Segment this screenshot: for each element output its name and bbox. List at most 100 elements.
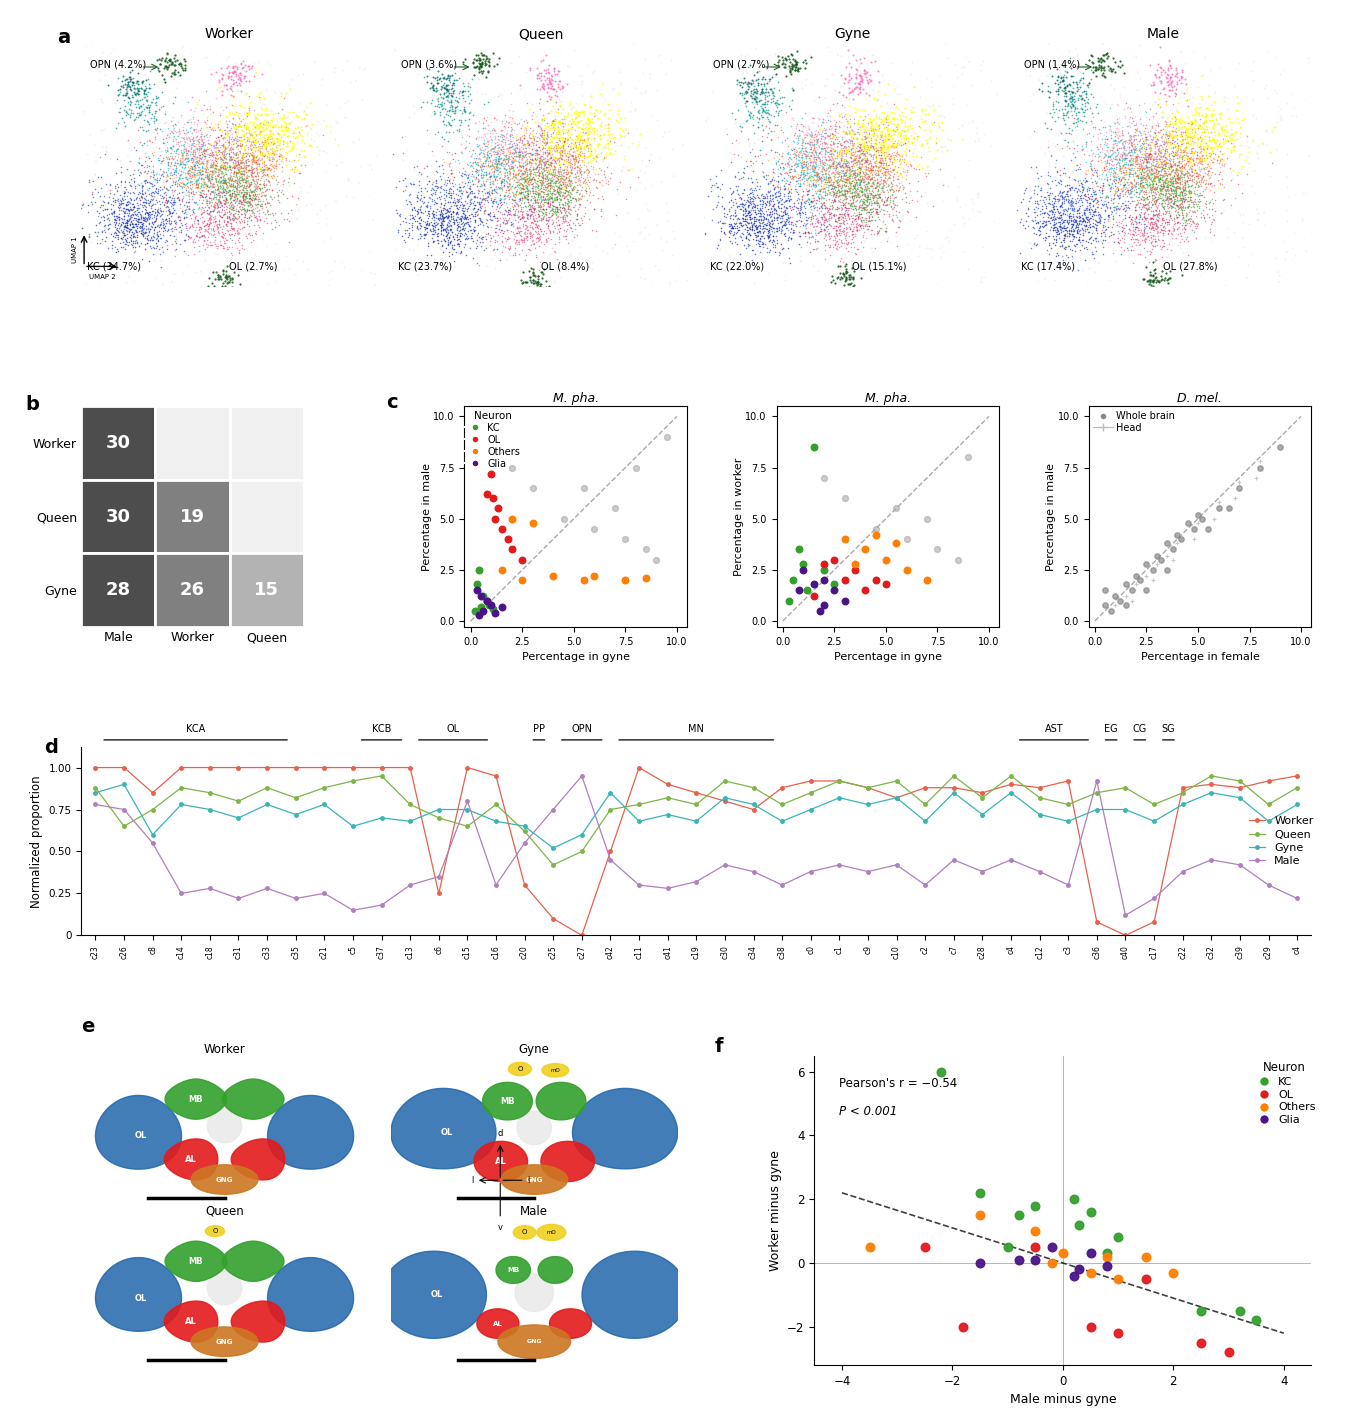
Point bbox=[546, 188, 568, 210]
Point bbox=[489, 175, 511, 198]
Point bbox=[927, 88, 949, 111]
Point bbox=[1167, 166, 1188, 189]
Point bbox=[899, 192, 921, 215]
Point bbox=[445, 172, 466, 195]
Point bbox=[128, 97, 150, 119]
Point bbox=[1106, 196, 1128, 219]
Point bbox=[216, 213, 238, 236]
Point bbox=[1128, 172, 1149, 195]
Point bbox=[784, 175, 806, 198]
Point bbox=[224, 100, 246, 122]
Point bbox=[1072, 186, 1094, 209]
Point bbox=[241, 164, 262, 186]
Point bbox=[1076, 206, 1098, 229]
Point bbox=[1142, 164, 1164, 186]
Point bbox=[526, 225, 548, 247]
Point bbox=[865, 139, 887, 162]
Point bbox=[226, 179, 247, 202]
Point bbox=[103, 201, 124, 223]
Point bbox=[114, 188, 135, 210]
Point bbox=[484, 208, 506, 230]
Point bbox=[822, 141, 844, 164]
Point bbox=[1111, 179, 1133, 202]
Point bbox=[430, 222, 452, 245]
Point bbox=[512, 166, 534, 189]
Point bbox=[228, 195, 250, 218]
Point bbox=[1171, 154, 1192, 176]
Point bbox=[552, 205, 573, 228]
Point bbox=[840, 193, 861, 216]
Point bbox=[228, 169, 250, 192]
Point bbox=[254, 129, 276, 152]
Point bbox=[300, 117, 322, 139]
Point bbox=[168, 125, 189, 148]
Point bbox=[1164, 178, 1186, 201]
Point bbox=[768, 104, 790, 127]
Point bbox=[256, 134, 277, 156]
Point bbox=[795, 145, 817, 168]
Point bbox=[533, 191, 554, 213]
Point bbox=[1159, 164, 1180, 186]
Point bbox=[112, 205, 134, 228]
Point bbox=[566, 203, 588, 226]
Point bbox=[594, 117, 615, 139]
Point bbox=[210, 166, 231, 189]
Point bbox=[821, 161, 842, 183]
Point bbox=[514, 222, 535, 245]
Point bbox=[845, 172, 867, 195]
Point bbox=[799, 154, 821, 176]
Point bbox=[561, 172, 583, 195]
Point bbox=[93, 215, 115, 237]
Point bbox=[270, 118, 292, 141]
Point bbox=[1178, 154, 1199, 176]
Point bbox=[491, 122, 512, 145]
Point bbox=[238, 168, 260, 191]
Point bbox=[218, 127, 239, 149]
Point bbox=[1142, 210, 1164, 233]
Point bbox=[241, 199, 262, 222]
Point bbox=[208, 212, 230, 235]
Point bbox=[1083, 201, 1105, 223]
Point bbox=[216, 175, 238, 198]
Point bbox=[423, 219, 445, 242]
Point bbox=[521, 152, 542, 175]
Point bbox=[137, 232, 158, 255]
Point bbox=[441, 220, 462, 243]
Point bbox=[243, 132, 265, 155]
Point bbox=[492, 210, 514, 233]
Point bbox=[533, 206, 554, 229]
Point bbox=[781, 166, 803, 189]
Point bbox=[1049, 196, 1071, 219]
Point bbox=[756, 193, 777, 216]
Point bbox=[184, 154, 206, 176]
Point bbox=[891, 121, 913, 144]
Point bbox=[495, 158, 516, 181]
Point bbox=[475, 146, 496, 169]
Point bbox=[448, 218, 469, 240]
Point bbox=[542, 148, 564, 171]
Point bbox=[1171, 183, 1192, 206]
Point bbox=[852, 129, 873, 152]
Point bbox=[869, 124, 891, 146]
Point bbox=[807, 134, 829, 156]
Point bbox=[1134, 193, 1156, 216]
Worker bbox=[88, 759, 104, 776]
Point bbox=[477, 181, 499, 203]
Point bbox=[220, 277, 242, 300]
Point bbox=[1142, 154, 1164, 176]
Point bbox=[1160, 124, 1182, 146]
Point bbox=[821, 198, 842, 220]
Point bbox=[780, 228, 802, 250]
Point bbox=[1028, 175, 1049, 198]
Point bbox=[268, 117, 289, 139]
Point bbox=[556, 34, 577, 57]
Point bbox=[1136, 151, 1157, 173]
Point bbox=[587, 135, 608, 158]
Point bbox=[233, 185, 254, 208]
Point bbox=[1042, 92, 1064, 115]
Point bbox=[465, 111, 487, 134]
Point bbox=[834, 121, 856, 144]
Point bbox=[1176, 212, 1198, 235]
Point bbox=[1169, 212, 1191, 235]
Point bbox=[211, 148, 233, 171]
